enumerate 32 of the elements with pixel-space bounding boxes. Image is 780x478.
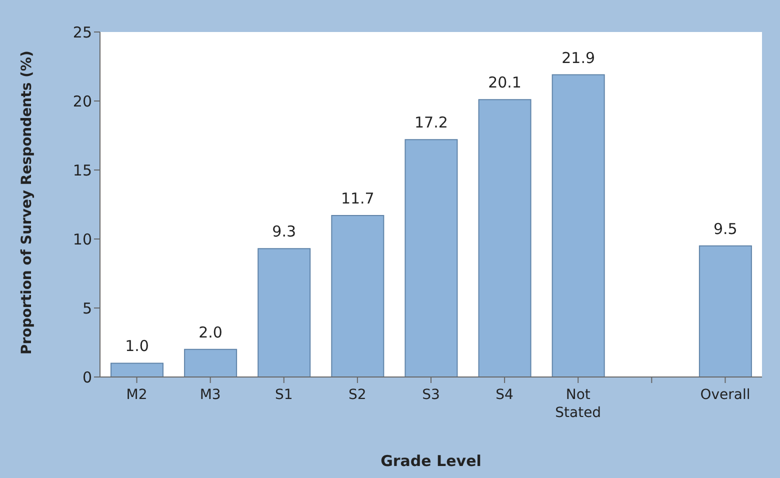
x-tick-label: S1 bbox=[274, 387, 293, 403]
y-tick-label: 0 bbox=[82, 368, 92, 386]
x-tick-label: S3 bbox=[422, 387, 440, 403]
bar bbox=[184, 348, 238, 377]
y-tick-label: 25 bbox=[72, 23, 92, 42]
x-tick-label: S2 bbox=[348, 387, 366, 403]
y-tick-label: 10 bbox=[72, 230, 92, 248]
y-tick-label: 15 bbox=[72, 161, 92, 180]
bar bbox=[258, 248, 311, 377]
data-label: 11.7 bbox=[340, 190, 374, 208]
data-label: 2.0 bbox=[198, 323, 222, 342]
x-axis-title: Grade Level bbox=[380, 452, 482, 470]
x-tick-label: Overall bbox=[700, 387, 750, 403]
x-tick-label: M2 bbox=[126, 387, 148, 403]
y-tick-label: 20 bbox=[72, 92, 92, 110]
data-label: 21.9 bbox=[562, 48, 596, 67]
data-label: 17.2 bbox=[414, 114, 448, 132]
bar bbox=[698, 245, 752, 377]
data-label: 9.5 bbox=[714, 220, 738, 238]
bar bbox=[552, 74, 605, 377]
bar bbox=[404, 139, 458, 377]
bar bbox=[478, 99, 532, 377]
x-tick-label: S4 bbox=[496, 387, 514, 403]
bar bbox=[331, 215, 384, 377]
data-label: 20.1 bbox=[488, 74, 522, 92]
y-axis-title: Proportion of Survey Respondents (%) bbox=[18, 50, 35, 354]
y-tick-label: 5 bbox=[82, 299, 92, 318]
x-tick-label: M3 bbox=[200, 387, 221, 403]
bar bbox=[110, 362, 164, 377]
data-label: 9.3 bbox=[272, 222, 296, 241]
x-tick-label: Not Stated bbox=[555, 387, 602, 421]
data-label: 1.0 bbox=[125, 337, 149, 356]
